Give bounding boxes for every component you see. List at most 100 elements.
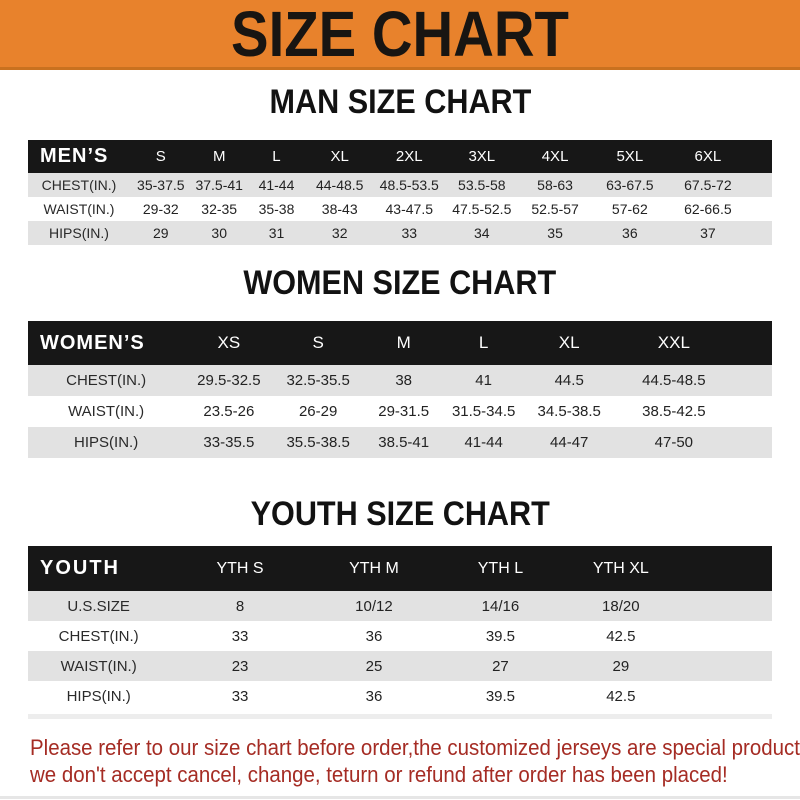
youth-section-heading: YOUTH SIZE CHART xyxy=(0,495,800,533)
size-value-cell: 41 xyxy=(475,372,492,389)
size-value-cell: 44.5-48.5 xyxy=(642,372,706,389)
size-value-cell: 35-37.5 xyxy=(137,177,185,193)
size-column-header: XL xyxy=(306,140,374,173)
women-section-heading-text: WOMEN SIZE CHART xyxy=(243,264,557,302)
size-value-cell: 38.5-42.5 xyxy=(642,403,706,420)
size-value-cell: 10/12 xyxy=(355,597,393,615)
size-value-cell: 32-35 xyxy=(201,201,238,217)
size-value-cell: 31 xyxy=(268,225,285,241)
measurement-row-label: CHEST(IN.) xyxy=(66,372,147,389)
size-value-cell: 32 xyxy=(331,225,348,241)
size-value-cell: 41-44 xyxy=(464,434,503,451)
measurement-row: U.S.SIZE 8 10/12 14/16 18/20 xyxy=(28,591,772,621)
size-value-cell: 39.5 xyxy=(485,687,516,705)
size-value-cell: 18/20 xyxy=(602,597,640,615)
size-value-cell: 8 xyxy=(235,597,245,615)
youth-section-heading-text: YOUTH SIZE CHART xyxy=(250,495,550,533)
measurement-row: WAIST(IN.) 23 25 27 29 xyxy=(28,651,772,681)
size-column-header: 3XL xyxy=(445,140,519,173)
size-column-header: XS xyxy=(184,321,274,365)
size-column-header: XXL xyxy=(615,321,772,365)
size-value-cell: 44-48.5 xyxy=(315,177,364,193)
measurement-row-label: WAIST(IN.) xyxy=(43,201,115,217)
size-value-cell: 47.5-52.5 xyxy=(452,201,512,217)
size-value-cell: 23.5-26 xyxy=(203,403,255,420)
size-value-cell: 14/16 xyxy=(481,597,520,615)
measurement-row: WAIST(IN.) 29-32 32-35 35-38 38-43 43-47.5 47.… xyxy=(28,197,772,221)
size-value-cell: 38 xyxy=(395,372,413,389)
women-size-chart-section: WOMEN SIZE CHART WOMEN’S XS S M L XL XXL CHES… xyxy=(0,264,800,458)
size-value-cell: 35 xyxy=(547,225,563,241)
size-value-cell: 37 xyxy=(700,225,716,241)
size-column-header: 4XL xyxy=(518,140,592,173)
size-value-cell: 47-50 xyxy=(654,434,694,451)
size-column-header: S xyxy=(273,321,363,365)
size-value-cell: 26-29 xyxy=(298,403,338,420)
size-value-cell: 41-44 xyxy=(258,177,295,193)
size-value-cell: 25 xyxy=(365,657,383,675)
size-value-cell: 57-62 xyxy=(611,201,648,217)
measurement-row: WAIST(IN.) 23.5-26 26-29 29-31.5 31.5-34.5 34… xyxy=(28,396,772,427)
size-column-header: S xyxy=(129,140,192,173)
size-value-cell: 48.5-53.5 xyxy=(379,177,439,193)
disclaimer: Please refer to our size chart before or… xyxy=(0,734,800,788)
men-size-table: MEN’S S M L XL 2XL 3XL 4XL 5XL 6XL CHEST(IN.) 35-… xyxy=(28,140,772,245)
size-value-cell: 30 xyxy=(211,225,227,241)
size-value-cell: 58-63 xyxy=(537,177,573,193)
size-column-header: 2XL xyxy=(373,140,446,173)
size-value-cell: 37.5-41 xyxy=(195,177,243,193)
size-value-cell: 29.5-32.5 xyxy=(197,372,261,389)
size-value-cell: 43-47.5 xyxy=(385,201,433,217)
banner: SIZE CHART xyxy=(0,0,800,70)
size-value-cell: 29-32 xyxy=(142,201,179,217)
size-value-cell: 44.5 xyxy=(554,372,584,389)
measurement-row: CHEST(IN.) 29.5-32.5 32.5-35.5 38 41 44.5 44.5… xyxy=(28,365,772,396)
size-value-cell: 38-43 xyxy=(321,201,358,217)
size-value-cell: 38.5-41 xyxy=(378,434,430,451)
size-column-header: 6XL xyxy=(667,140,772,173)
banner-title: SIZE CHART xyxy=(231,0,569,70)
youth-size-chart-section: YOUTH SIZE CHART YOUTH YTH S YTH M YTH L YT… xyxy=(0,495,800,719)
women-section-heading: WOMEN SIZE CHART xyxy=(0,264,800,302)
size-value-cell: 67.5-72 xyxy=(684,177,732,193)
size-value-cell: 35.5-38.5 xyxy=(286,434,350,451)
size-value-cell: 32.5-35.5 xyxy=(286,372,350,389)
youth-table-corner-label: YOUTH xyxy=(28,546,170,591)
size-column-header: XL xyxy=(522,321,616,365)
size-value-cell: 62-66.5 xyxy=(684,201,732,217)
size-value-cell: 63-67.5 xyxy=(606,177,654,193)
measurement-row-label: CHEST(IN.) xyxy=(41,177,117,193)
size-column-header: YTH L xyxy=(437,546,564,591)
measurement-row: HIPS(IN.) 33-35.5 35.5-38.5 38.5-41 41-44 44-… xyxy=(28,427,772,458)
men-section-heading: MAN SIZE CHART xyxy=(0,83,800,121)
size-value-cell: 29 xyxy=(153,225,169,241)
size-value-cell: 42.5 xyxy=(606,627,636,645)
size-column-header: YTH XL xyxy=(563,546,772,591)
women-table-header-row: WOMEN’S XS S M L XL XXL xyxy=(28,321,772,365)
size-column-header: M xyxy=(191,140,247,173)
measurement-row-label: U.S.SIZE xyxy=(67,597,130,615)
men-table-header-row: MEN’S S M L XL 2XL 3XL 4XL 5XL 6XL xyxy=(28,140,772,173)
youth-size-table: YOUTH YTH S YTH M YTH L YTH XL U.S.SIZE 8 10/… xyxy=(28,546,772,711)
size-value-cell: 23 xyxy=(231,657,249,675)
measurement-row-label: CHEST(IN.) xyxy=(58,627,139,645)
size-value-cell: 39.5 xyxy=(485,627,516,645)
size-value-cell: 29-31.5 xyxy=(378,403,430,420)
size-column-header: YTH M xyxy=(310,546,438,591)
size-value-cell: 44-47 xyxy=(550,434,589,451)
size-value-cell: 27 xyxy=(492,657,509,675)
size-column-header: M xyxy=(362,321,445,365)
measurement-row: HIPS(IN.) 33 36 39.5 42.5 xyxy=(28,681,772,711)
size-column-header: L xyxy=(246,140,307,173)
measurement-row-label: WAIST(IN.) xyxy=(60,657,137,675)
size-value-cell: 31.5-34.5 xyxy=(451,403,516,420)
size-value-cell: 36 xyxy=(622,225,638,241)
bottom-divider xyxy=(0,796,800,799)
measurement-row: CHEST(IN.) 33 36 39.5 42.5 xyxy=(28,621,772,651)
measurement-row-label: HIPS(IN.) xyxy=(74,434,139,451)
measurement-row-label: HIPS(IN.) xyxy=(49,225,109,241)
men-section-heading-text: MAN SIZE CHART xyxy=(269,83,531,121)
size-value-cell: 29 xyxy=(612,657,630,675)
size-value-cell: 34.5-38.5 xyxy=(537,403,601,420)
